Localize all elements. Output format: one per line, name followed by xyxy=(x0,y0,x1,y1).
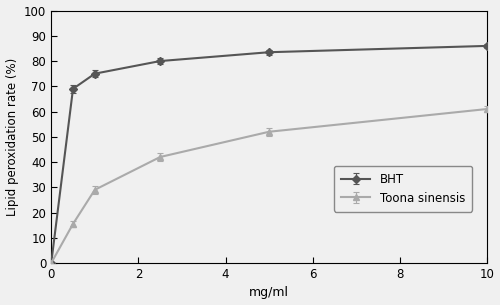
X-axis label: mg/ml: mg/ml xyxy=(249,286,289,300)
Legend: BHT, Toona sinensis: BHT, Toona sinensis xyxy=(334,166,472,212)
Y-axis label: Lipid peroxidation rate (%): Lipid peroxidation rate (%) xyxy=(6,58,18,216)
